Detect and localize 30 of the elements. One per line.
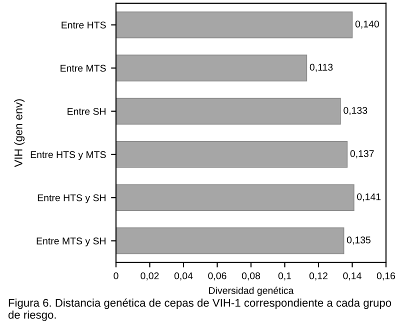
- data-label: 0,141: [357, 193, 381, 202]
- bar: [116, 141, 348, 168]
- bar: [116, 98, 341, 125]
- x-tick-label: 0,12: [309, 272, 328, 280]
- bar: [116, 227, 344, 254]
- x-tick-label: 0,16: [376, 272, 396, 280]
- bar: [116, 54, 308, 82]
- data-label: 0,133: [344, 106, 368, 116]
- text: Figura 6. Distancia genética de cepas de VIH-1 correspondiente a cada grupo de riesgo.: [8, 298, 392, 321]
- y-tick-label: Entre MTS: [60, 64, 106, 72]
- y-tick-label: Entre HTS: [62, 22, 106, 28]
- bar: [116, 11, 353, 38]
- x-tick-label: 0: [114, 272, 118, 280]
- data-label: 0,135: [346, 236, 371, 245]
- y-tick-label: Entre MTS y SH: [36, 238, 106, 246]
- y-tick-label: Entre HTS y MTS: [30, 151, 106, 160]
- x-tick-label: 0,02: [140, 272, 159, 280]
- y-tick-label: Entre HTS y SH: [38, 194, 106, 204]
- data-label: 0,113: [310, 64, 333, 72]
- y-tick-label: Entre SH: [68, 108, 106, 115]
- y-axis-title: VIH (gen env): [14, 99, 25, 168]
- bar: [116, 184, 354, 211]
- x-tick-label: 0,06: [208, 272, 226, 280]
- data-label: 0,140: [355, 20, 379, 29]
- x-tick-label: 0,1: [278, 272, 292, 280]
- x-tick-label: 0,08: [242, 272, 260, 280]
- x-axis-title: Diversidad genética: [209, 286, 294, 296]
- x-tick-label: 0,04: [174, 272, 193, 280]
- x-tick-label: 0,14: [343, 272, 362, 280]
- data-label: 0,137: [350, 150, 374, 158]
